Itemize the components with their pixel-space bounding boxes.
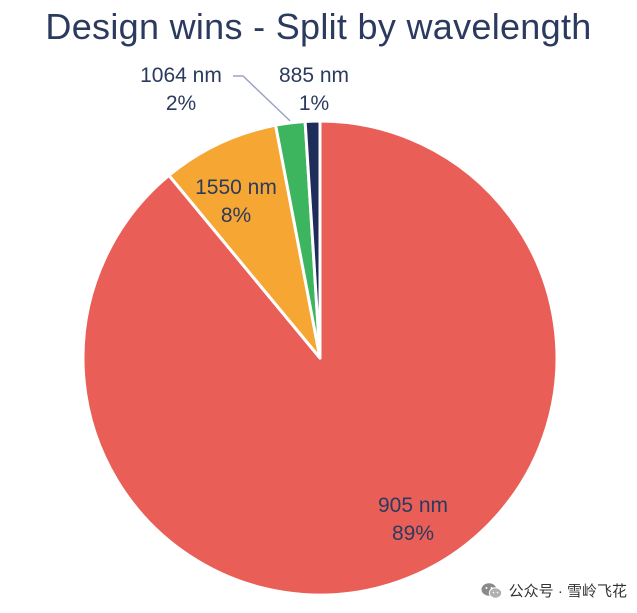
leader-lines [233,75,291,122]
leader-line [233,75,291,122]
chart-title: Design wins - Split by wavelength [45,6,592,47]
slice-percent-label: 2% [166,92,196,115]
pie-slice-1550-nm [167,123,322,360]
slice-percent-label: 89% [392,522,434,545]
slice-category-label: 885 nm [279,64,349,87]
watermark: 公众号 · 雪岭飞花 [481,580,627,601]
slice-category-label: 1064 nm [140,64,222,87]
slice-percent-label: 8% [221,204,251,227]
wechat-icon [481,582,502,599]
slice-category-label: 905 nm [378,494,448,517]
watermark-text: 公众号 · 雪岭飞花 [508,583,627,600]
slice-labels: 905 nm 89% 1550 nm 8% 1064 nm 2% 885 nm 1% [140,64,448,545]
slice-percent-label: 1% [299,92,329,115]
slice-category-label: 1550 nm [195,176,277,199]
pie-slices [81,119,559,597]
pie-slice-885-nm [303,119,322,360]
